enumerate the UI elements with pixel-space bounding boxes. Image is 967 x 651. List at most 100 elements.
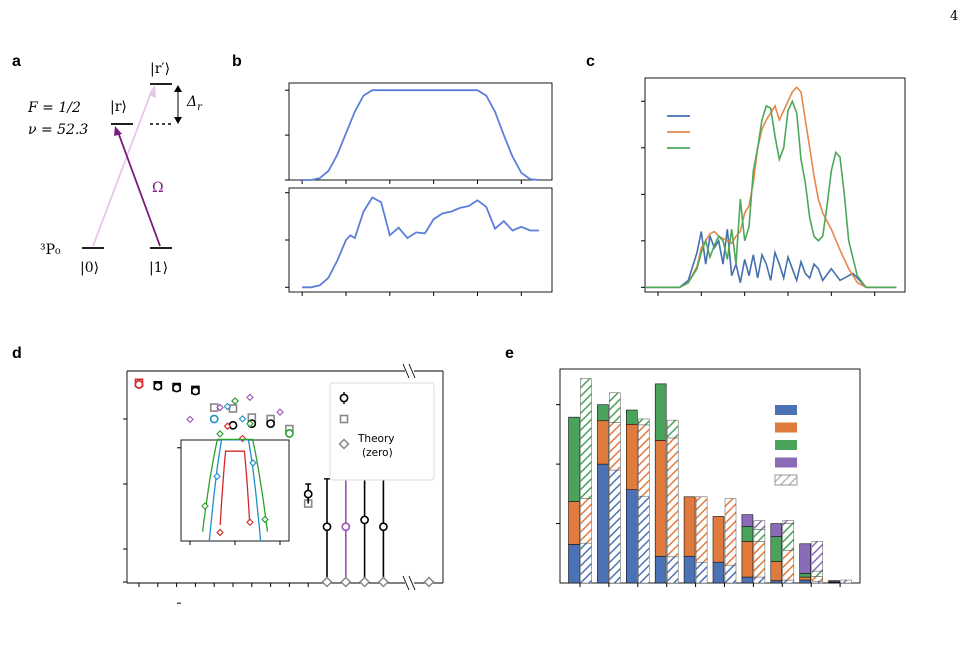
measured-bar-a11	[625, 409, 638, 425]
theory-bar-a00	[609, 469, 621, 584]
e-legend-swatch-4	[774, 474, 798, 486]
theory-bar-a11	[782, 523, 795, 551]
inset-point-purple	[276, 408, 284, 416]
measured-bar-theta	[770, 523, 783, 537]
theory-bar-a00	[811, 580, 823, 584]
detuning-arrowhead-up	[174, 85, 182, 92]
inset-point-green	[216, 430, 224, 438]
measured-point	[153, 381, 163, 391]
panel-b-phase-chart	[285, 187, 553, 296]
measured-point	[303, 489, 313, 499]
d-legend-zero-marker	[338, 438, 350, 450]
measured-point	[190, 386, 200, 396]
measured-bar-a01	[568, 501, 580, 545]
theory-bar-theta	[753, 520, 766, 530]
measured-point	[266, 419, 275, 428]
drive-arrow	[117, 131, 161, 247]
measured-bar-a01	[712, 516, 725, 563]
e-legend-swatch-0	[775, 405, 797, 415]
d-legend-measured-marker	[339, 393, 349, 403]
theory-bar-a01	[638, 424, 650, 497]
theory-bar-a01	[753, 541, 766, 578]
theory-bar-a00	[638, 495, 650, 584]
theory-bar-a00	[695, 561, 708, 584]
measured-point	[341, 522, 351, 532]
panel-label-e: e	[505, 345, 514, 362]
measured-bar-a11	[741, 526, 754, 542]
e-frame	[559, 368, 861, 584]
measured-point	[378, 522, 388, 532]
theory-zero-diamond	[321, 576, 333, 588]
measured-bar-a01	[770, 561, 783, 581]
inset-point-purple	[216, 403, 224, 412]
inset-point-green	[201, 502, 209, 510]
measured-bar-a11	[799, 573, 812, 578]
phase-series-line	[302, 196, 539, 289]
theory-bar-theta	[811, 541, 823, 572]
measured-bar-a00	[597, 463, 609, 584]
panel-e-contribution-chart	[556, 368, 861, 587]
theory-zero-diamond	[377, 576, 389, 588]
theory-bar-a01	[609, 422, 621, 471]
d-axis-break-mark	[408, 363, 416, 379]
panel-b-amplitude-chart	[285, 82, 553, 184]
inset-point-red	[223, 422, 232, 430]
measured-bar-a11	[654, 383, 667, 441]
theory-square	[228, 404, 238, 413]
page-number: 4	[950, 9, 958, 24]
measured-bar-a01	[597, 420, 609, 465]
p0-label: ³P₀	[40, 242, 61, 258]
inset-point-blue	[249, 459, 257, 467]
measured-bar-a01	[799, 576, 812, 581]
panel-label-d: d	[12, 345, 22, 362]
f-label: F = 1/2	[27, 100, 81, 116]
measured-point	[322, 522, 332, 532]
inset-frame	[180, 439, 290, 542]
theory-bar-a01	[580, 498, 592, 544]
inset-point-red	[216, 528, 224, 537]
measured-bar-a00	[625, 489, 638, 584]
theory-bar-theta	[840, 579, 852, 584]
measured-bar-a01	[654, 440, 667, 557]
ket-rprime: |r′⟩	[150, 61, 170, 77]
measured-bar-a00	[741, 576, 754, 584]
theory-bar-a00	[782, 579, 795, 584]
measured-bar-a11	[568, 416, 580, 502]
d-legend-theory-marker	[339, 414, 349, 424]
d-legend-box	[329, 382, 435, 481]
amplitude-series-line	[302, 89, 539, 181]
measured-bar-a00	[799, 579, 812, 584]
theory-zero-diamond-inf	[423, 576, 435, 588]
level-diagram: F = 1/2 ν = 52.3 |r⟩ |r′⟩ Δr |0⟩ |1⟩ ³P₀…	[27, 61, 203, 276]
measured-bar-a00	[568, 544, 580, 584]
theory-bar-a00	[753, 576, 766, 584]
drive-arrowhead-light	[149, 84, 156, 98]
rydberg-series-line-2	[645, 99, 897, 289]
inset-point-red	[246, 518, 254, 526]
rydberg-series-line-1	[645, 86, 897, 289]
theory-bar-a11	[811, 570, 823, 577]
inset-point-purple	[186, 415, 194, 424]
d-axis-break-mark	[402, 363, 410, 379]
d-legend-theory-zero: Theory (zero)	[357, 433, 394, 459]
drive-arrowhead	[114, 126, 122, 136]
panel-d-sensitivity-chart: Theory (zero)	[123, 363, 444, 604]
ket-1: |1⟩	[149, 260, 168, 276]
nu-label: ν = 52.3	[28, 122, 88, 138]
theory-zero-diamond	[359, 576, 371, 588]
measured-point	[228, 420, 238, 430]
measured-bar-a01	[625, 423, 638, 490]
measured-bar-theta	[828, 580, 840, 583]
theory-bar-a00	[724, 564, 737, 584]
theory-bar-a11	[666, 419, 679, 439]
measured-bar-a01	[683, 496, 696, 557]
measured-bar-a11	[597, 404, 609, 422]
theory-bar-a00	[666, 556, 679, 584]
theory-bar-a11	[753, 529, 766, 542]
theory-bar-a00	[580, 542, 592, 584]
d-legend-theory-zero-line: Theory	[357, 433, 394, 445]
theory-bar-a11	[580, 378, 592, 499]
theory-bar-a11	[638, 418, 650, 426]
theory-bar-a11	[609, 392, 621, 423]
